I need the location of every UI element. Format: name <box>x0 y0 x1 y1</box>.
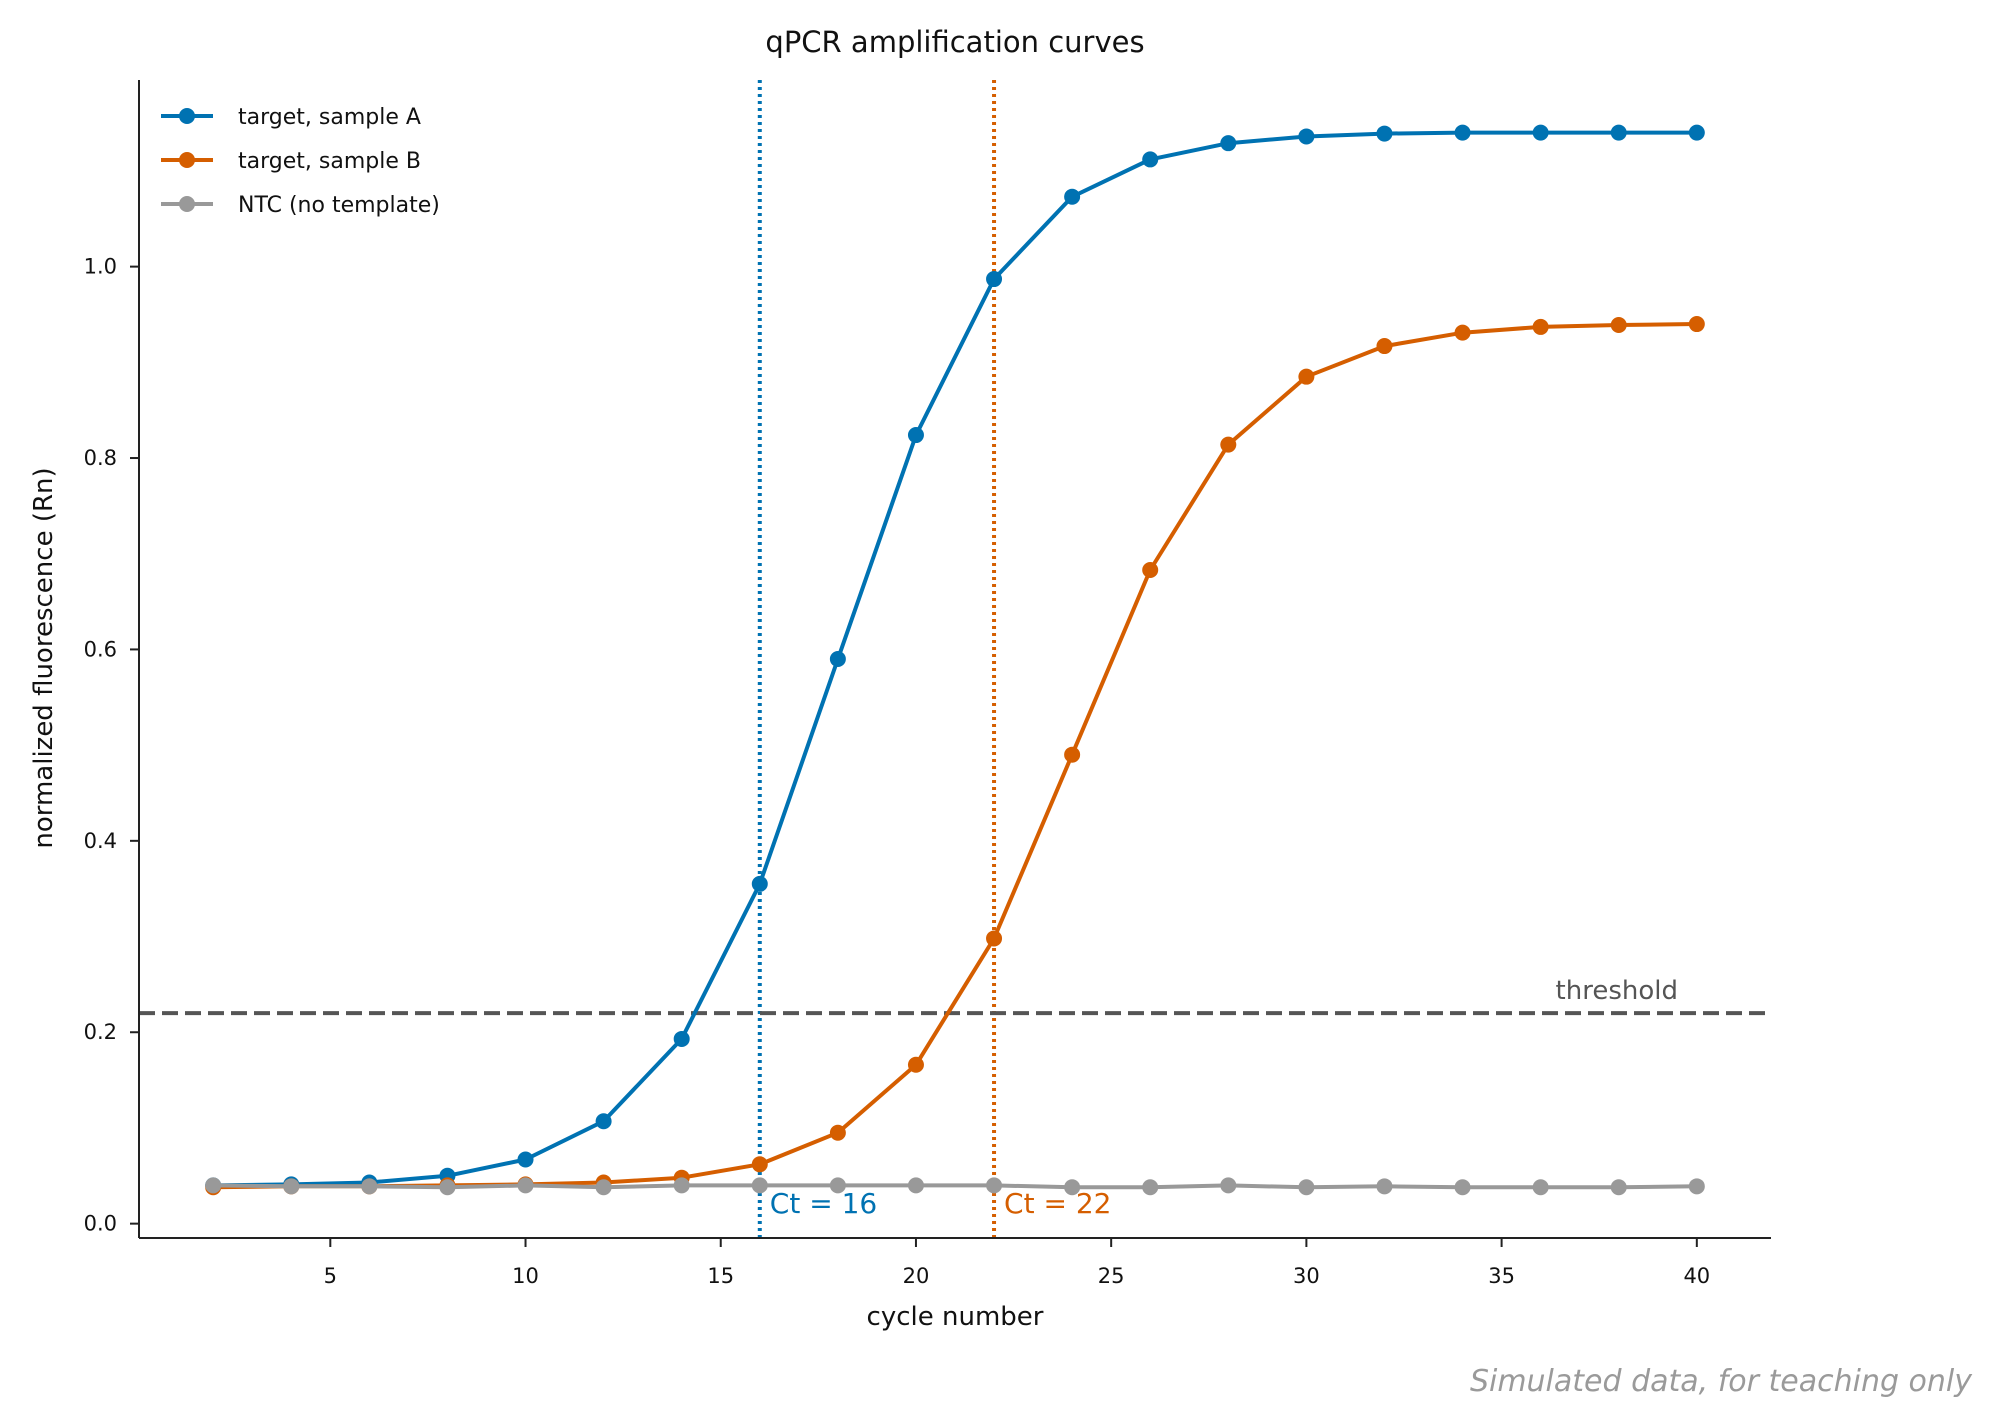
data-point <box>986 930 1003 947</box>
data-point <box>517 1177 534 1194</box>
data-point <box>1688 124 1705 141</box>
data-point <box>986 1177 1003 1194</box>
series-3 <box>205 1177 1705 1196</box>
data-point <box>1454 324 1471 341</box>
data-point <box>1610 1179 1627 1196</box>
y-tick-label: 0.2 <box>84 1020 117 1044</box>
data-point <box>751 1156 768 1173</box>
data-point <box>1610 316 1627 333</box>
ct-label: Ct = 22 <box>1004 1187 1111 1220</box>
y-tick-label: 0.8 <box>84 446 117 470</box>
data-point <box>1532 318 1549 335</box>
data-point <box>595 1179 612 1196</box>
y-tick-label: 1.0 <box>84 255 117 279</box>
legend-label: target, sample A <box>238 105 421 130</box>
data-point <box>1142 561 1159 578</box>
ct-lines: Ct = 16 Ct = 22 <box>757 80 1111 1238</box>
data-point <box>1376 338 1393 355</box>
data-point <box>1142 1179 1159 1196</box>
x-tick-label: 35 <box>1488 1264 1515 1288</box>
chart-title: qPCR amplification curves <box>765 25 1144 59</box>
series-line <box>213 1183 1697 1190</box>
data-point <box>829 651 846 667</box>
legend-label: target, sample B <box>238 149 421 174</box>
data-point <box>205 1177 222 1194</box>
data-point <box>829 1124 846 1141</box>
data-point <box>907 1056 924 1073</box>
footnote: Simulated data, for teaching only <box>1470 1364 1973 1399</box>
ct-label: Ct = 16 <box>770 1187 877 1220</box>
x-tick-label: 10 <box>512 1264 539 1288</box>
data-point <box>1688 316 1705 333</box>
series-lines <box>205 124 1705 1196</box>
data-point <box>439 1179 456 1196</box>
data-point <box>1610 124 1627 141</box>
x-axis-ticks: 5 10 15 20 25 30 35 40 <box>324 1238 1710 1288</box>
y-tick-label: 0.6 <box>84 637 117 661</box>
data-point <box>1454 1179 1471 1196</box>
data-point <box>673 1177 690 1194</box>
data-point <box>751 875 768 892</box>
data-point <box>361 1178 378 1195</box>
data-point <box>1454 124 1471 141</box>
data-point <box>907 1177 924 1194</box>
y-tick-label: 0.4 <box>84 829 117 853</box>
data-point <box>1142 151 1159 168</box>
x-tick-label: 5 <box>324 1264 337 1288</box>
data-point <box>1532 1179 1549 1196</box>
data-point <box>751 1177 768 1194</box>
x-axis-label: cycle number <box>867 1302 1044 1332</box>
x-tick-label: 30 <box>1293 1264 1320 1288</box>
data-point <box>673 1030 690 1047</box>
data-point <box>1220 135 1237 152</box>
threshold-label: threshold <box>1556 976 1678 1006</box>
data-point <box>986 271 1003 288</box>
y-axis-label: normalized fluorescence (Rn) <box>29 467 59 848</box>
data-point <box>1532 124 1549 141</box>
threshold: threshold <box>139 976 1771 1016</box>
legend: target, sample A target, sample B NTC (no … <box>161 105 440 218</box>
y-tick-label: 0.0 <box>84 1212 117 1236</box>
data-point <box>1064 188 1081 205</box>
data-point <box>1220 436 1237 453</box>
data-point <box>907 427 924 444</box>
data-point <box>1298 128 1315 145</box>
data-point <box>517 1151 534 1168</box>
series-2 <box>205 316 1705 1196</box>
series-1 <box>205 124 1705 1194</box>
data-point <box>1688 1178 1705 1195</box>
legend-marker <box>179 108 195 124</box>
x-tick-label: 20 <box>903 1264 930 1288</box>
x-tick-label: 40 <box>1683 1264 1710 1288</box>
data-point <box>1220 1177 1237 1194</box>
legend-label: NTC (no template) <box>238 193 440 218</box>
data-point <box>1376 125 1393 142</box>
legend-marker <box>179 152 195 168</box>
x-tick-label: 25 <box>1098 1264 1125 1288</box>
data-point <box>1298 1179 1315 1196</box>
data-point <box>1376 1178 1393 1195</box>
data-point <box>595 1113 612 1130</box>
series-line <box>213 322 1697 1190</box>
data-point <box>1064 746 1081 763</box>
data-point <box>829 1177 846 1194</box>
legend-marker <box>179 196 195 212</box>
data-point <box>1064 1179 1081 1196</box>
y-axis-ticks: 0.0 0.2 0.4 0.6 0.8 1.0 <box>84 255 139 1236</box>
data-point <box>283 1178 300 1195</box>
series-line <box>213 130 1697 1188</box>
data-point <box>1298 368 1315 385</box>
x-tick-label: 15 <box>707 1264 734 1288</box>
